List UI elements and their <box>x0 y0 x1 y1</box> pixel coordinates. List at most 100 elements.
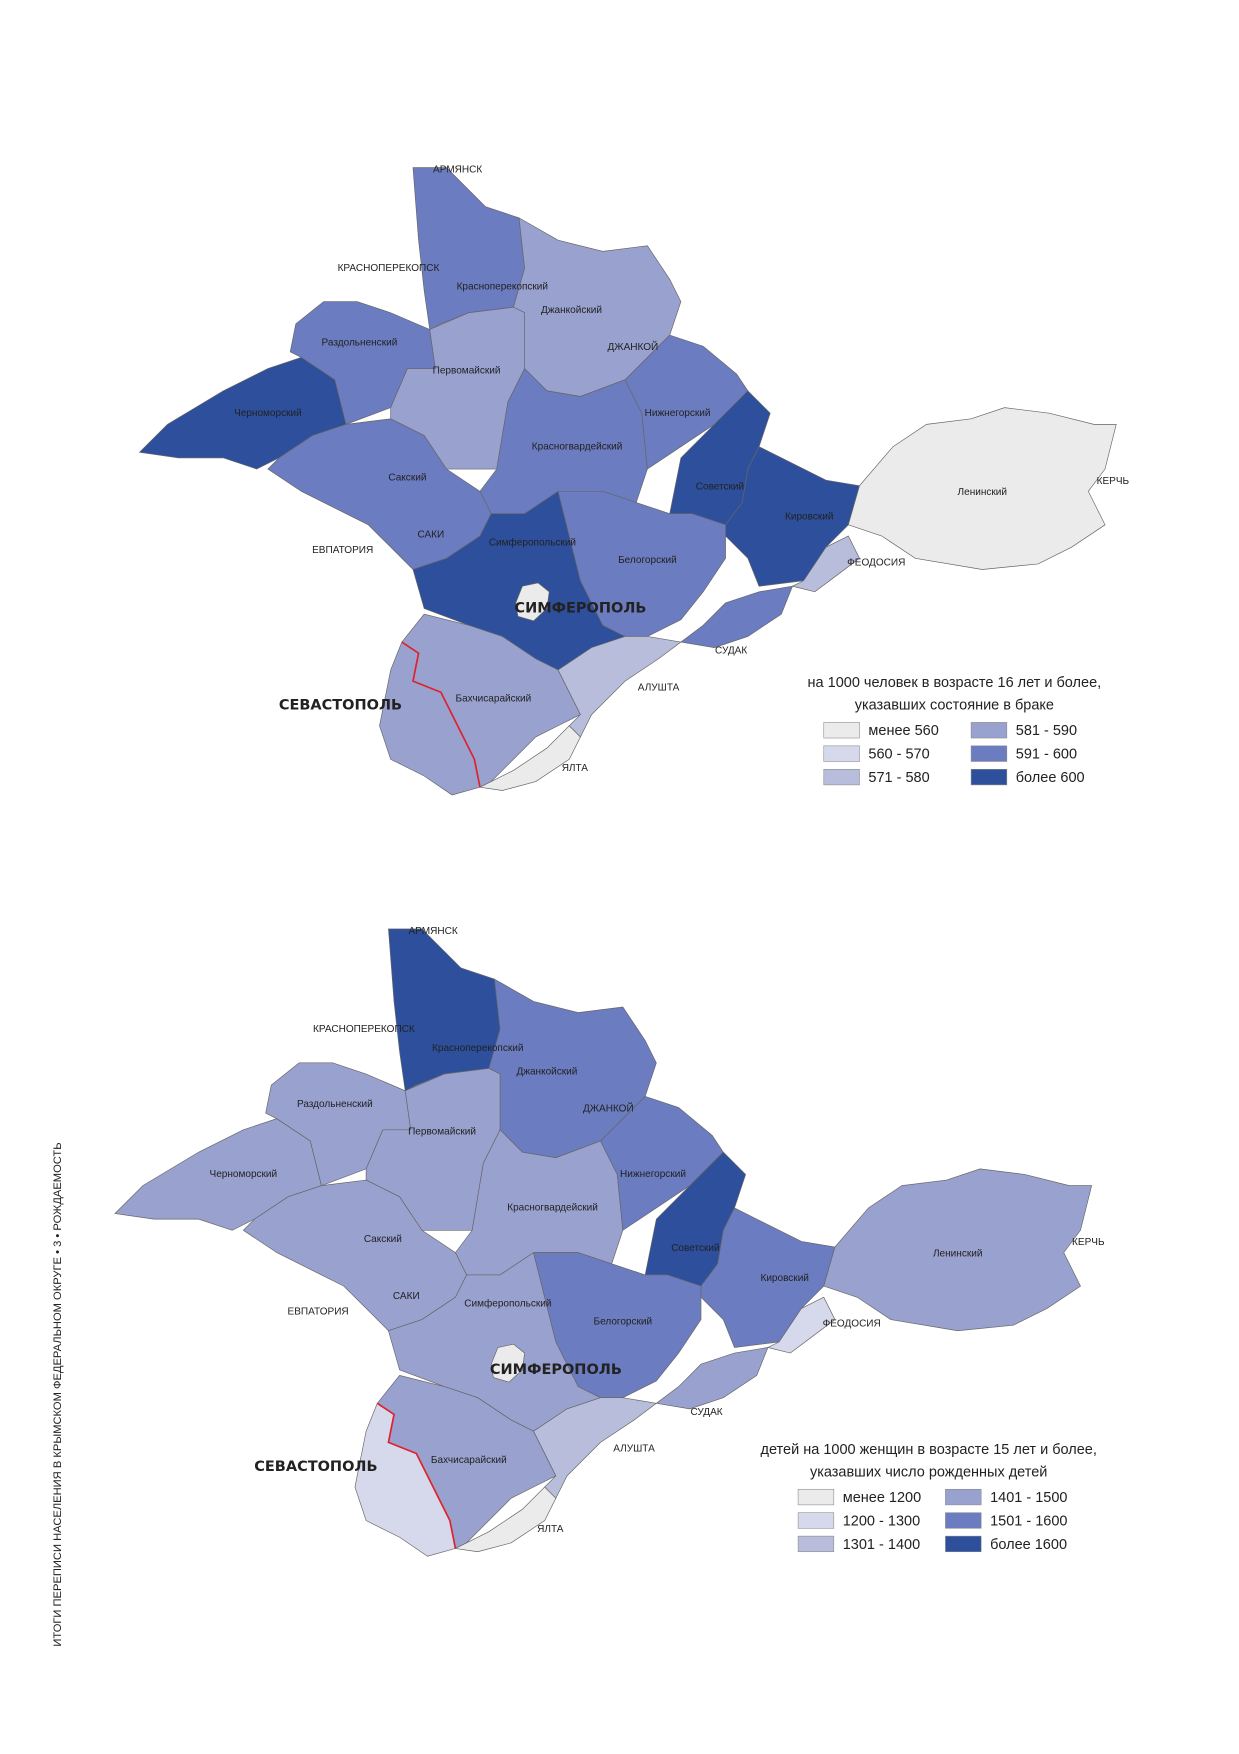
legend-title: детей на 1000 женщин в возрасте 15 лет и… <box>761 1442 1097 1458</box>
legend-swatch <box>797 1488 835 1506</box>
place-label: ЕВПАТОРИЯ <box>312 545 373 556</box>
legend-swatch <box>823 769 860 786</box>
region-label: ЯЛТА <box>562 763 589 774</box>
place-label: САКИ <box>393 1291 420 1302</box>
legend-swatch <box>970 722 1008 739</box>
legend: детей на 1000 женщин в возрасте 15 лет и… <box>761 1442 1097 1553</box>
legend-swatch <box>970 769 1008 786</box>
legend-swatch <box>945 1512 982 1529</box>
region-label: СУДАК <box>715 646 747 657</box>
region <box>557 636 682 738</box>
border-line <box>401 641 481 788</box>
place-label: ДЖАНКОЙ <box>608 340 659 353</box>
region-label: Черноморский <box>210 1169 278 1180</box>
region-label: Советский <box>696 482 744 493</box>
legend-label: менее 560 <box>868 723 938 739</box>
legend-label: 571 - 580 <box>868 770 929 786</box>
region-label: АЛУШТА <box>638 682 680 693</box>
place-label: САКИ <box>417 530 444 541</box>
region-label: СИМФЕРОПОЛЬ <box>490 1362 622 1378</box>
legend-label: 560 - 570 <box>868 747 929 763</box>
region <box>847 407 1117 570</box>
region-label: СУДАК <box>690 1407 722 1418</box>
region <box>533 1397 658 1499</box>
place-label: КЕРЧЬ <box>1072 1237 1105 1248</box>
region-label: Красногвардейский <box>532 441 623 452</box>
legend-swatch <box>823 722 860 739</box>
region-label: СЕВАСТОПОЛЬ <box>254 1459 377 1475</box>
legend-label: 1200 - 1300 <box>843 1513 920 1529</box>
region-label: Первомайский <box>408 1127 476 1138</box>
region <box>515 582 550 622</box>
region-label: Раздольненский <box>297 1099 373 1110</box>
side-caption: ИТОГИ ПЕРЕПИСИ НАСЕЛЕНИЯ В КРЫМСКОМ ФЕДЕ… <box>52 1142 64 1646</box>
region-label: Красноперекопский <box>432 1043 523 1054</box>
region-label: Раздольненский <box>322 338 398 349</box>
region <box>490 1343 525 1383</box>
region-label: Первомайский <box>433 365 501 376</box>
region-label: Ленинский <box>958 487 1007 498</box>
legend-title: на 1000 человек в возрасте 16 лет и боле… <box>808 675 1102 691</box>
place-label: КРАСНОПЕРЕКОПСК <box>338 263 440 274</box>
region <box>766 1296 836 1354</box>
legend-swatch <box>945 1488 982 1506</box>
region-label: АЛУШТА <box>613 1444 655 1455</box>
region <box>557 491 726 637</box>
region-label: Советский <box>671 1243 719 1254</box>
region-label: Белогорский <box>594 1316 653 1327</box>
legend-swatch <box>945 1535 982 1553</box>
region-label: Нижнегорский <box>620 1169 686 1180</box>
legend-swatch <box>797 1512 835 1529</box>
place-label: АРМЯНСК <box>408 926 457 937</box>
region-label: СЕВАСТОПОЛЬ <box>279 698 402 714</box>
region <box>725 446 860 587</box>
region-label: Сакский <box>364 1234 402 1245</box>
region-label: Красногвардейский <box>507 1203 598 1214</box>
region-label: Черноморский <box>234 408 302 419</box>
place-label: ЕВПАТОРИЯ <box>288 1306 349 1317</box>
region-label: Нижнегорский <box>645 408 711 419</box>
legend-label: 1401 - 1500 <box>990 1490 1067 1506</box>
region-label: ФЕОДОСИЯ <box>847 557 905 568</box>
place-label: ДЖАНКОЙ <box>583 1101 634 1114</box>
legend-label: менее 1200 <box>843 1490 921 1506</box>
region <box>791 535 860 593</box>
place-label: КРАСНОПЕРЕКОПСК <box>313 1024 415 1035</box>
legend-swatch <box>970 745 1008 762</box>
legend-title: указавших состояние в браке <box>855 697 1054 713</box>
region-label: ФЕОДОСИЯ <box>823 1319 881 1330</box>
region-label: Кировский <box>785 512 833 523</box>
region-label: ЯЛТА <box>537 1524 564 1535</box>
region <box>823 1168 1093 1332</box>
region-label: Сакский <box>388 473 426 484</box>
region-label: Симферопольский <box>464 1298 551 1310</box>
region-label: Джанкойский <box>516 1066 577 1077</box>
border-line <box>376 1402 457 1549</box>
region <box>412 167 525 331</box>
region-label: Ленинский <box>933 1248 982 1259</box>
legend-label: 591 - 600 <box>1016 747 1077 763</box>
legend-label: более 1600 <box>990 1537 1067 1553</box>
region <box>700 1207 836 1348</box>
legend-label: 1501 - 1600 <box>990 1513 1067 1529</box>
legend-title: указавших число рожденных детей <box>810 1464 1047 1480</box>
region-label: Кировский <box>760 1273 808 1284</box>
region-label: Джанкойский <box>541 305 602 316</box>
legend-swatch <box>797 1535 835 1553</box>
region <box>388 928 501 1092</box>
place-label: АРМЯНСК <box>433 165 482 176</box>
region-label: Симферопольский <box>489 536 576 548</box>
region <box>390 306 525 470</box>
region <box>365 1068 501 1231</box>
region-label: Красноперекопский <box>457 282 548 293</box>
place-label: КЕРЧЬ <box>1097 476 1130 487</box>
region-label: Бахчисарайский <box>431 1455 507 1466</box>
legend-label: 581 - 590 <box>1016 723 1077 739</box>
region <box>533 1252 702 1399</box>
map: Черноморский Раздольненский Красноперекопс… <box>138 165 1130 796</box>
legend: на 1000 человек в возрасте 16 лет и боле… <box>808 675 1102 786</box>
legend-swatch <box>823 745 860 762</box>
region-label: Бахчисарайский <box>455 694 531 705</box>
legend-label: 1301 - 1400 <box>843 1537 920 1553</box>
map: Черноморский Раздольненский Красноперекопс… <box>114 926 1105 1557</box>
